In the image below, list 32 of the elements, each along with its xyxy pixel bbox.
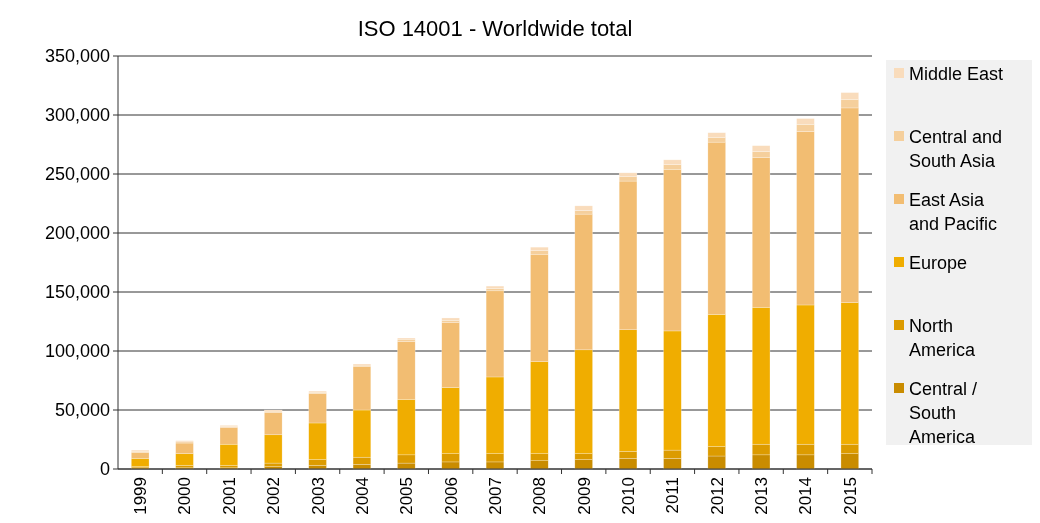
y-tick-label: 200,000 xyxy=(44,223,110,244)
x-tick-label: 2007 xyxy=(485,477,505,515)
x-tick-label: 2005 xyxy=(397,477,417,515)
x-tick-label: 2002 xyxy=(264,477,284,515)
y-tick-label: 50,000 xyxy=(54,400,110,421)
x-tick-label: 2013 xyxy=(752,477,772,515)
x-tick-label: 2004 xyxy=(352,477,372,515)
x-tick-label: 2000 xyxy=(175,477,195,515)
legend-label: Europe xyxy=(909,253,968,273)
x-tick-label: 2006 xyxy=(441,477,461,515)
legend-label: Central / South America xyxy=(909,379,978,447)
y-tick-label: 250,000 xyxy=(44,164,110,185)
x-tick-label: 2010 xyxy=(619,477,639,515)
x-tick-label: 2014 xyxy=(796,477,816,515)
legend-label: Middle East xyxy=(909,64,1004,84)
y-tick-label: 150,000 xyxy=(44,282,110,303)
x-tick-label: 2015 xyxy=(840,477,860,515)
x-tick-label: 2003 xyxy=(308,477,328,515)
x-tick-label: 2011 xyxy=(663,477,683,514)
x-tick-label: 2009 xyxy=(574,477,594,515)
y-tick-label: 300,000 xyxy=(44,105,110,126)
legend-label: Central and South Asia xyxy=(909,127,1003,171)
y-tick-label: 100,000 xyxy=(44,341,110,362)
legend-label: East Asia and Pacific xyxy=(909,190,998,234)
y-tick-label: 350,000 xyxy=(44,46,110,67)
x-tick-label: 2008 xyxy=(530,477,550,515)
legend-label: North America xyxy=(909,316,976,360)
x-tick-label: 1999 xyxy=(131,477,151,515)
chart-title: ISO 14001 - Worldwide total xyxy=(357,16,633,41)
x-tick-label: 2001 xyxy=(219,477,239,515)
x-tick-label: 2012 xyxy=(707,477,727,515)
y-tick-label: 0 xyxy=(99,459,110,480)
